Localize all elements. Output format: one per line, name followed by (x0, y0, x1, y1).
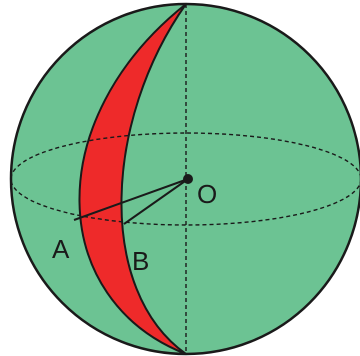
label-point-b: B (132, 246, 149, 276)
radius-oa (73, 178, 189, 221)
center-point (183, 174, 193, 184)
label-center-o: O (197, 179, 217, 209)
label-point-a: A (52, 234, 70, 264)
sphere-outline (9, 2, 360, 356)
radius-ob (123, 178, 189, 225)
